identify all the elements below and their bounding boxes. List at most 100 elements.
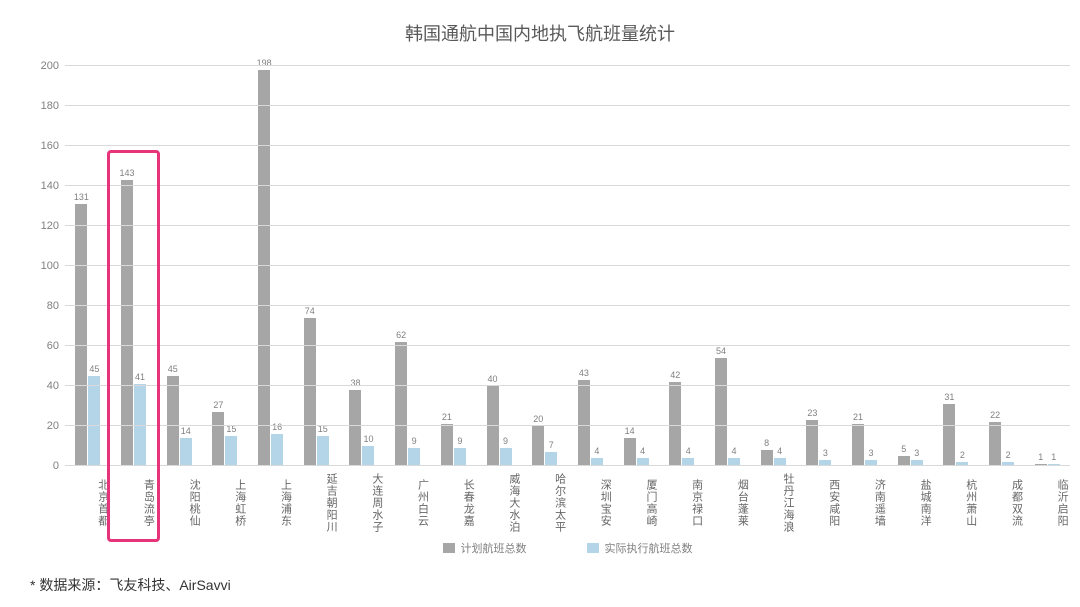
bar-value-label: 4 [686, 446, 691, 458]
x-tick-label: 厦门高崎 [613, 466, 659, 536]
chart-title: 韩国通航中国内地执飞航班量统计 [30, 20, 1050, 46]
bar-planned: 38 [349, 390, 361, 466]
x-tick-label: 杭州萧山 [933, 466, 979, 536]
legend-item-actual: 实际执行航班总数 [587, 540, 693, 556]
legend-item-planned: 计划航班总数 [443, 540, 527, 556]
bar-group: 19816 [248, 66, 294, 466]
bar-actual: 9 [500, 448, 512, 466]
x-tick-label: 威海大水泊 [476, 466, 522, 536]
x-tick-label: 牡丹江海浪 [750, 466, 796, 536]
bar-value-label: 38 [350, 378, 360, 390]
y-tick-label: 160 [41, 140, 65, 152]
gridline [65, 425, 1070, 426]
bar-planned: 27 [212, 412, 224, 466]
bar-planned: 45 [167, 376, 179, 466]
bars-row: 1314514341451427151981674153810629219409… [65, 66, 1070, 466]
bar-value-label: 3 [914, 448, 919, 460]
y-tick-label: 40 [47, 380, 65, 392]
bar-value-label: 1 [1051, 452, 1056, 464]
x-tick-label: 长春龙嘉 [431, 466, 477, 536]
bar-planned: 131 [75, 204, 87, 466]
bar-value-label: 4 [777, 446, 782, 458]
bar-value-label: 4 [640, 446, 645, 458]
x-tick-label: 济南遥墙 [842, 466, 888, 536]
bar-value-label: 9 [457, 436, 462, 448]
legend-label-actual: 实际执行航班总数 [605, 540, 693, 556]
y-tick-label: 80 [47, 300, 65, 312]
bar-group: 4514 [156, 66, 202, 466]
bar-group: 31 2 [933, 66, 979, 466]
x-axis-labels: 北京首都青岛流亭沈阳桃仙上海虹桥上海浦东延吉朝阳川大连周水子广州白云长春龙嘉威海… [65, 466, 1070, 536]
bar-group: 434 [568, 66, 614, 466]
bar-planned: 40 [487, 386, 499, 466]
bar-group: 213 [842, 66, 888, 466]
bar-actual: 15 [225, 436, 237, 466]
bar-value-label: 7 [549, 440, 554, 452]
bar-value-label: 62 [396, 330, 406, 342]
x-tick-label: 烟台蓬莱 [705, 466, 751, 536]
x-tick-label: 成都双流 [979, 466, 1025, 536]
bar-value-label: 42 [670, 370, 680, 382]
bar-planned: 198 [258, 70, 270, 466]
bar-group: 42 4 [659, 66, 705, 466]
bar-group: 84 [750, 66, 796, 466]
x-tick-label: 哈尔滨太平 [522, 466, 568, 536]
bar-value-label: 2 [1006, 450, 1011, 462]
bar-value-label: 8 [764, 438, 769, 450]
bar-planned: 54 [715, 358, 727, 466]
bar-actual: 9 [454, 448, 466, 466]
x-tick-label: 西安咸阳 [796, 466, 842, 536]
bar-value-label: 23 [807, 408, 817, 420]
y-tick-label: 100 [41, 260, 65, 272]
gridline [65, 385, 1070, 386]
bar-actual: 14 [180, 438, 192, 466]
bar-group: 409 [476, 66, 522, 466]
bar-actual: 9 [408, 448, 420, 466]
bar-value-label: 4 [594, 446, 599, 458]
bar-value-label: 31 [944, 392, 954, 404]
x-tick-label: 广州白云 [385, 466, 431, 536]
bar-group: 629 [385, 66, 431, 466]
bar-planned: 21 [852, 424, 864, 466]
x-tick-label: 临沂启阳 [1024, 466, 1070, 536]
bar-group: 544 [705, 66, 751, 466]
x-tick-label: 沈阳桃仙 [156, 466, 202, 536]
bar-planned: 62 [395, 342, 407, 466]
x-tick-label: 北京首都 [65, 466, 111, 536]
bar-planned: 8 [761, 450, 773, 466]
legend-swatch-planned [443, 543, 455, 553]
bar-group: 219 [431, 66, 477, 466]
y-tick-label: 200 [41, 60, 65, 72]
bar-group: 14 4 [613, 66, 659, 466]
bar-group: 11 [1024, 66, 1070, 466]
bar-planned: 22 [989, 422, 1001, 466]
y-tick-label: 60 [47, 340, 65, 352]
bar-value-label: 45 [89, 364, 99, 376]
bar-group: 13145 [65, 66, 111, 466]
legend: 计划航班总数 实际执行航班总数 [65, 540, 1070, 556]
bar-value-label: 41 [135, 372, 145, 384]
bar-group: 7415 [293, 66, 339, 466]
gridline [65, 345, 1070, 346]
bar-group: 3810 [339, 66, 385, 466]
bar-value-label: 9 [503, 436, 508, 448]
gridline [65, 145, 1070, 146]
x-tick-label: 延吉朝阳川 [293, 466, 339, 536]
bar-actual: 15 [317, 436, 329, 466]
bar-group: 222 [979, 66, 1025, 466]
bar-value-label: 27 [213, 400, 223, 412]
bar-planned: 143 [121, 180, 133, 466]
bar-value-label: 10 [363, 434, 373, 446]
bar-planned: 14 [624, 438, 636, 466]
bar-group: 53 [887, 66, 933, 466]
bar-value-label: 54 [716, 346, 726, 358]
bar-planned: 42 [669, 382, 681, 466]
x-tick-label: 大连周水子 [339, 466, 385, 536]
bar-group: 23 3 [796, 66, 842, 466]
plot-area: 1314514341451427151981674153810629219409… [65, 66, 1070, 466]
bar-value-label: 2 [960, 450, 965, 462]
x-tick-label: 盐城南洋 [887, 466, 933, 536]
bar-value-label: 45 [168, 364, 178, 376]
bar-value-label: 3 [823, 448, 828, 460]
chart-container: 韩国通航中国内地执飞航班量统计 131451434145142715198167… [0, 0, 1080, 607]
